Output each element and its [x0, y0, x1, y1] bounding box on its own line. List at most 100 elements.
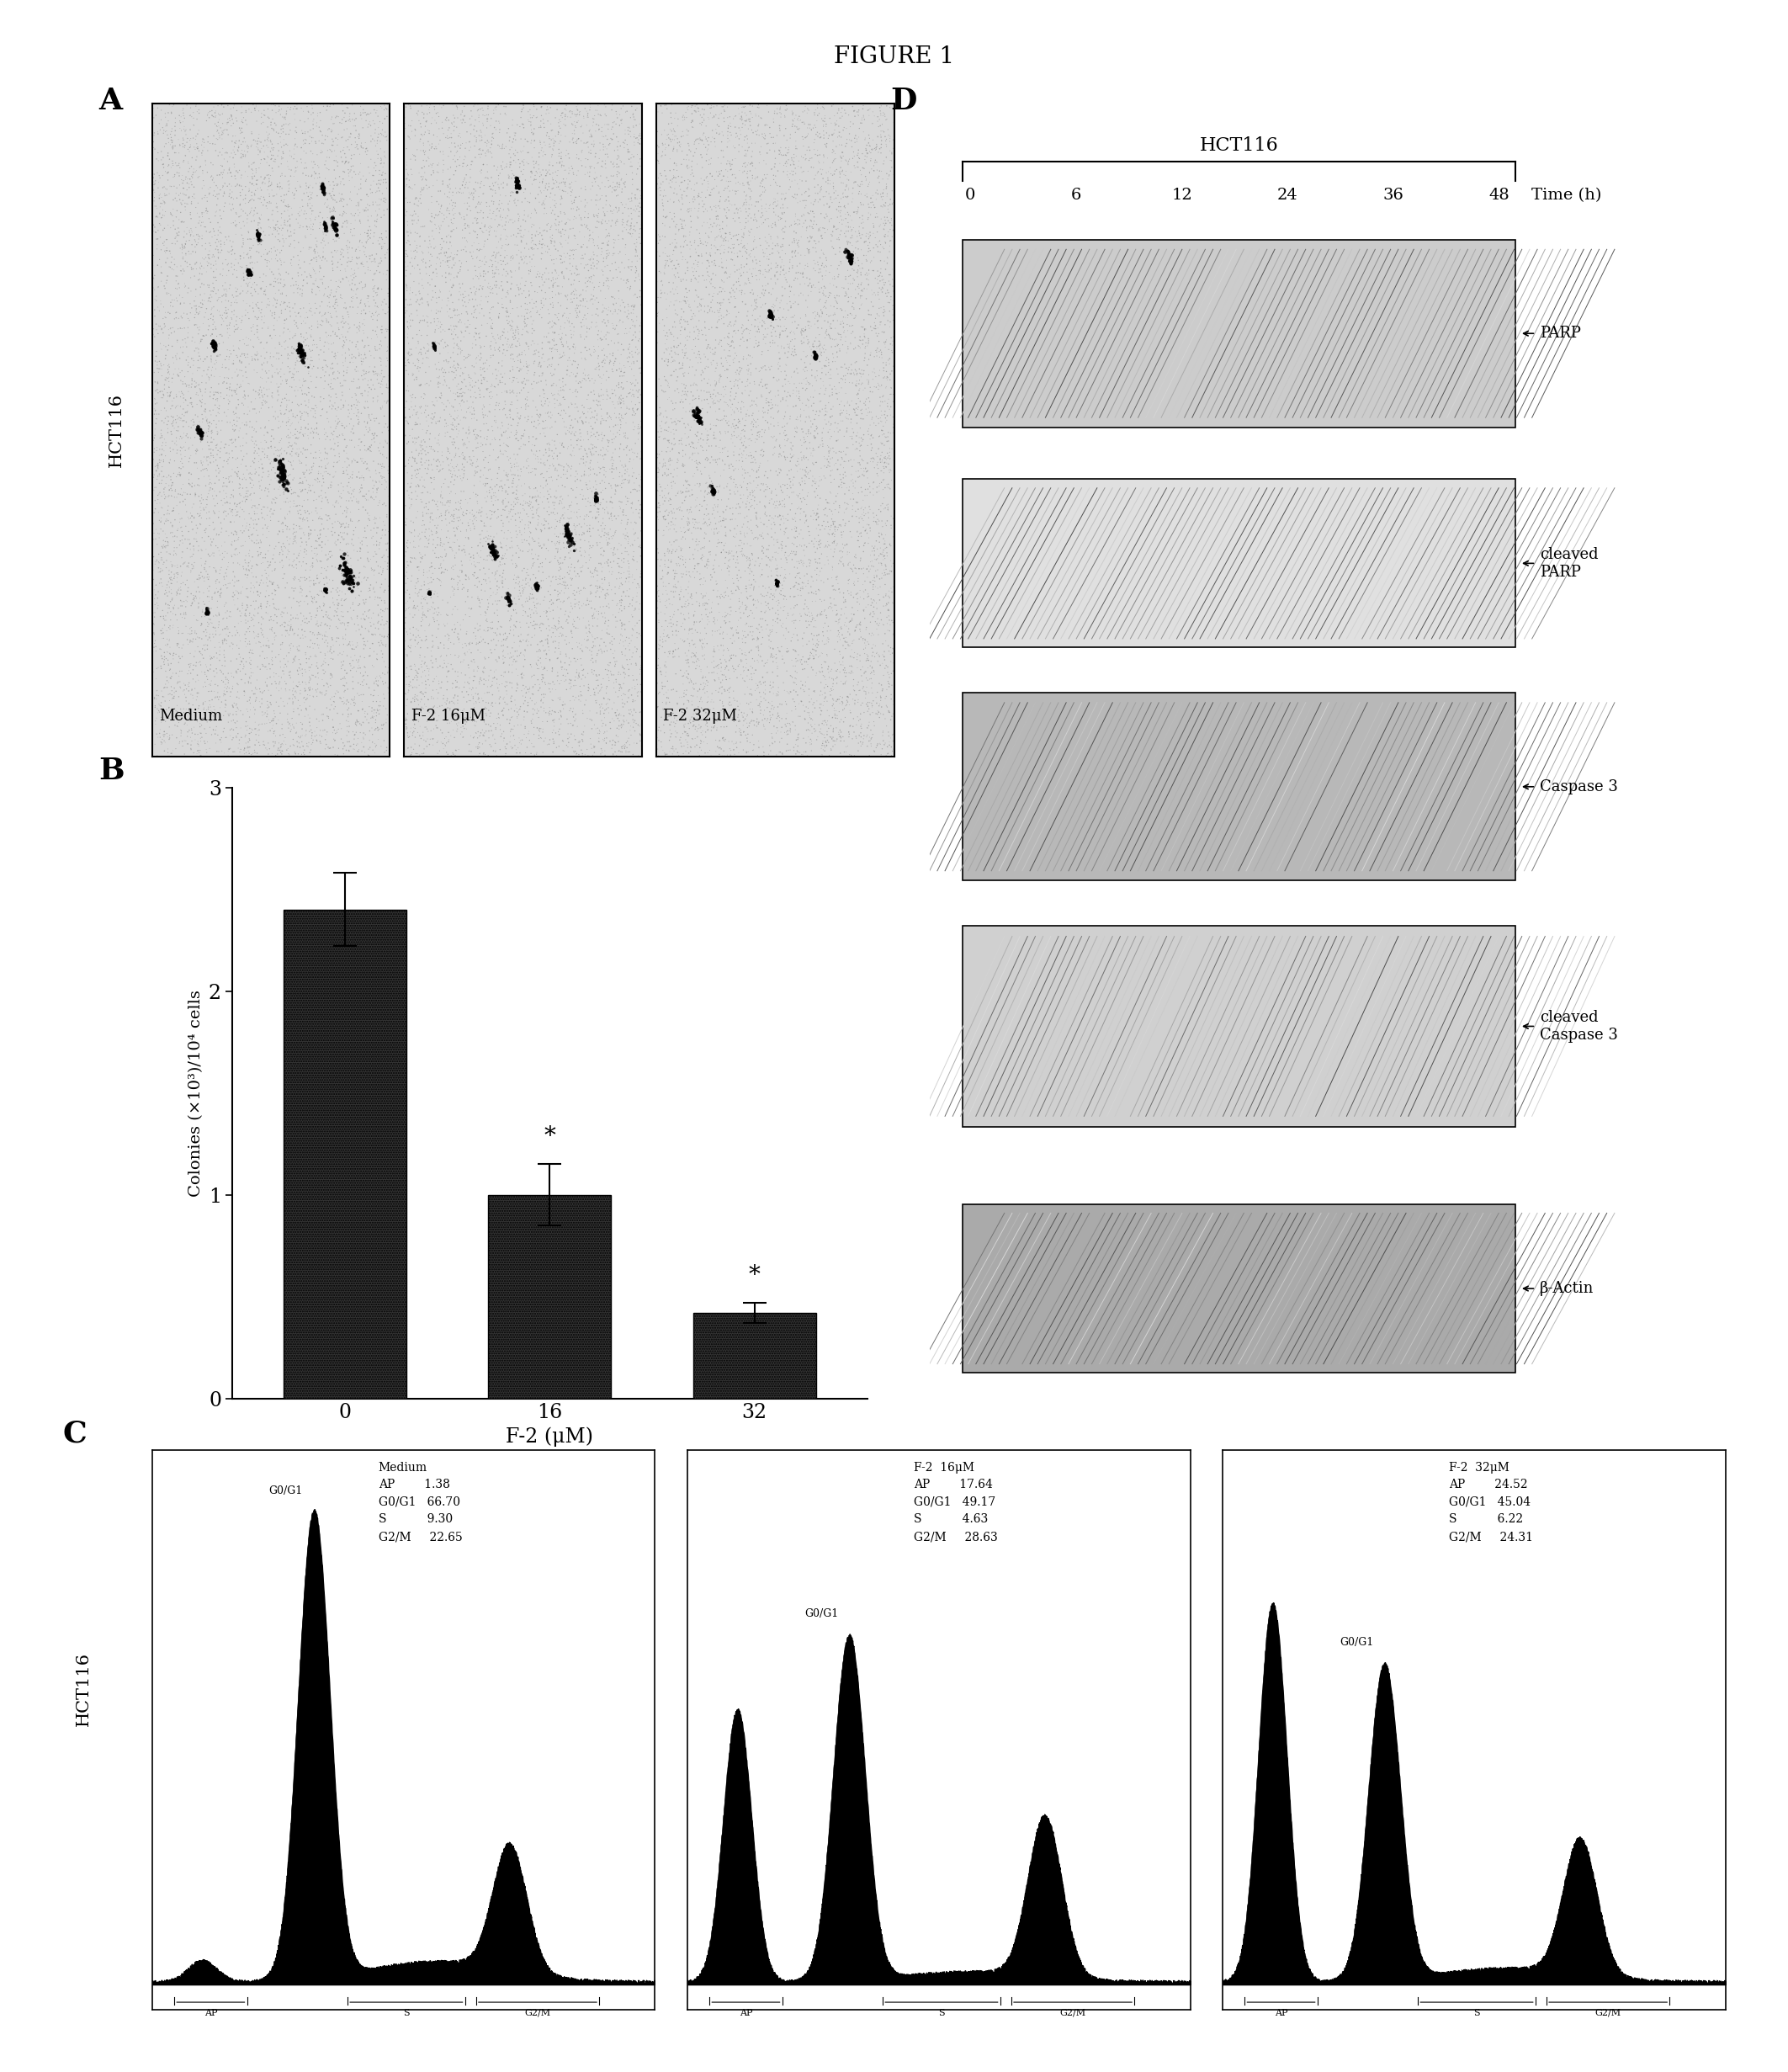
- Point: [824, 93, 853, 126]
- Point: [824, 572, 853, 605]
- Point: [787, 151, 815, 184]
- Point: [451, 133, 479, 166]
- Point: [517, 562, 545, 595]
- Point: [603, 108, 631, 141]
- Point: [547, 321, 576, 354]
- Point: [179, 663, 207, 696]
- Point: [215, 437, 243, 470]
- Point: [508, 723, 536, 756]
- Point: [401, 514, 429, 547]
- Point: [299, 195, 327, 228]
- Point: [656, 416, 685, 450]
- Point: [440, 704, 468, 738]
- Point: [236, 367, 265, 400]
- Point: [222, 209, 250, 242]
- Point: [687, 617, 715, 651]
- Point: [828, 155, 856, 189]
- Point: [465, 106, 493, 139]
- Point: [699, 278, 728, 311]
- Point: [327, 599, 356, 632]
- Point: [822, 597, 851, 630]
- Point: [710, 503, 738, 537]
- Point: [261, 396, 290, 429]
- Point: [283, 510, 311, 543]
- Point: [624, 222, 653, 255]
- Point: [352, 226, 381, 259]
- Point: [586, 433, 615, 466]
- Point: [375, 356, 404, 390]
- Point: [442, 493, 470, 526]
- Point: [710, 580, 738, 613]
- Point: [293, 176, 322, 209]
- Point: [730, 251, 758, 284]
- Point: [722, 541, 751, 574]
- Point: [642, 721, 670, 754]
- Point: [426, 448, 454, 481]
- Point: [692, 323, 721, 356]
- Point: [585, 506, 613, 539]
- Point: [792, 499, 821, 533]
- Point: [713, 483, 742, 516]
- Point: [163, 628, 191, 661]
- Point: [224, 340, 252, 373]
- Point: [624, 709, 653, 742]
- Point: [701, 97, 730, 131]
- Point: [672, 584, 701, 617]
- Point: [209, 470, 238, 503]
- Point: [560, 669, 588, 702]
- Point: [540, 707, 569, 740]
- Point: [781, 667, 810, 700]
- Point: [656, 707, 685, 740]
- Point: [595, 566, 624, 599]
- Point: [497, 255, 526, 288]
- Point: [404, 327, 433, 361]
- Point: [560, 276, 588, 309]
- Point: [755, 570, 783, 603]
- Point: [835, 226, 864, 259]
- Point: [706, 97, 735, 131]
- Point: [173, 321, 202, 354]
- Point: [552, 410, 581, 443]
- Point: [830, 421, 858, 454]
- Point: [181, 325, 209, 358]
- Point: [224, 458, 252, 491]
- Point: [443, 605, 472, 638]
- Point: [833, 240, 862, 274]
- Point: [408, 655, 436, 688]
- Point: [613, 649, 642, 682]
- Point: [350, 332, 379, 365]
- Point: [481, 269, 510, 303]
- Point: [408, 412, 436, 445]
- Point: [604, 170, 633, 203]
- Point: [268, 143, 297, 176]
- Point: [796, 700, 824, 733]
- Point: [765, 429, 794, 462]
- Point: [243, 218, 272, 251]
- Point: [781, 234, 810, 267]
- Point: [188, 702, 216, 736]
- Point: [333, 553, 361, 586]
- Point: [470, 249, 499, 282]
- Point: [744, 89, 772, 122]
- Point: [819, 574, 848, 607]
- Point: [179, 429, 207, 462]
- Point: [527, 222, 556, 255]
- Point: [166, 665, 195, 698]
- Point: [465, 719, 493, 752]
- Point: [856, 549, 885, 582]
- Point: [365, 605, 393, 638]
- Point: [324, 731, 352, 765]
- Point: [420, 578, 449, 611]
- Point: [442, 450, 470, 483]
- Point: [776, 675, 805, 709]
- Point: [234, 553, 263, 586]
- Point: [867, 203, 896, 236]
- Point: [293, 477, 322, 510]
- Point: [463, 721, 492, 754]
- Point: [796, 178, 824, 211]
- Point: [812, 292, 840, 325]
- Point: [772, 719, 801, 752]
- Point: [846, 394, 874, 427]
- Point: [424, 126, 452, 160]
- Point: [676, 218, 704, 251]
